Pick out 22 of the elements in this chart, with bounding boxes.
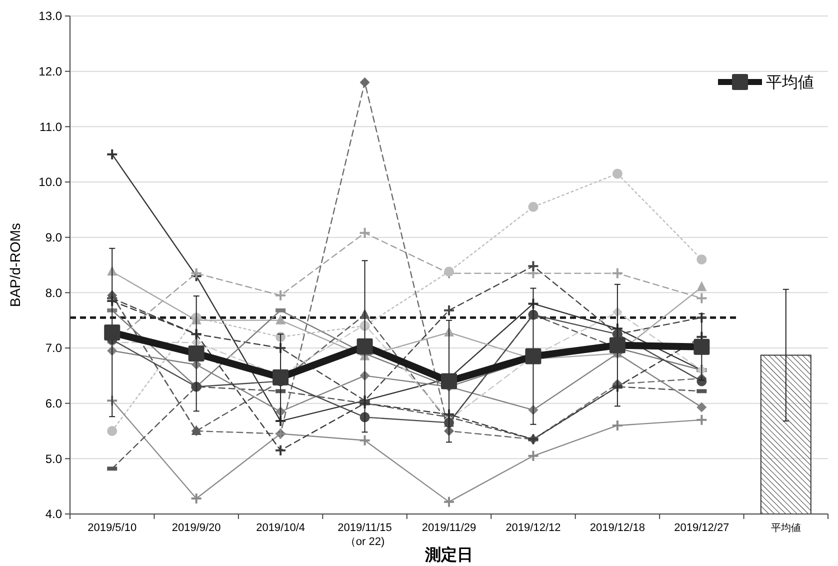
x-tick-label: 2019/11/15 （or 22) <box>338 522 392 548</box>
x-tick-label: 2019/11/29 <box>422 522 476 534</box>
legend-label: 平均値 <box>766 74 814 92</box>
x-tick-label: 2019/9/20 <box>172 522 221 534</box>
y-tick-label: 13.0 <box>38 9 62 24</box>
y-tick-label: 4.0 <box>45 507 62 522</box>
y-tick-label: 10.0 <box>38 175 62 190</box>
x-tick-label: 2019/5/10 <box>88 522 137 534</box>
y-tick-label: 7.0 <box>45 341 62 356</box>
y-tick-label: 11.0 <box>40 120 62 134</box>
y-tick-label: 5.0 <box>45 452 62 466</box>
y-axis-title: BAP/d-ROMs <box>7 222 23 308</box>
y-tick-label: 12.0 <box>38 64 62 79</box>
x-axis-title: 測定日 <box>424 546 473 564</box>
x-tick-label: 2019/12/27 <box>674 522 730 534</box>
x-tick-label: 2019/12/18 <box>590 522 645 534</box>
y-tick-label: 6.0 <box>45 396 62 411</box>
x-tick-label: 平均値 <box>770 522 801 534</box>
y-tick-label: 8.0 <box>45 286 62 300</box>
y-tick-label: 9.0 <box>45 230 62 245</box>
x-tick-label: 2019/10/4 <box>256 522 306 534</box>
x-tick-label: 2019/12/12 <box>506 522 561 534</box>
